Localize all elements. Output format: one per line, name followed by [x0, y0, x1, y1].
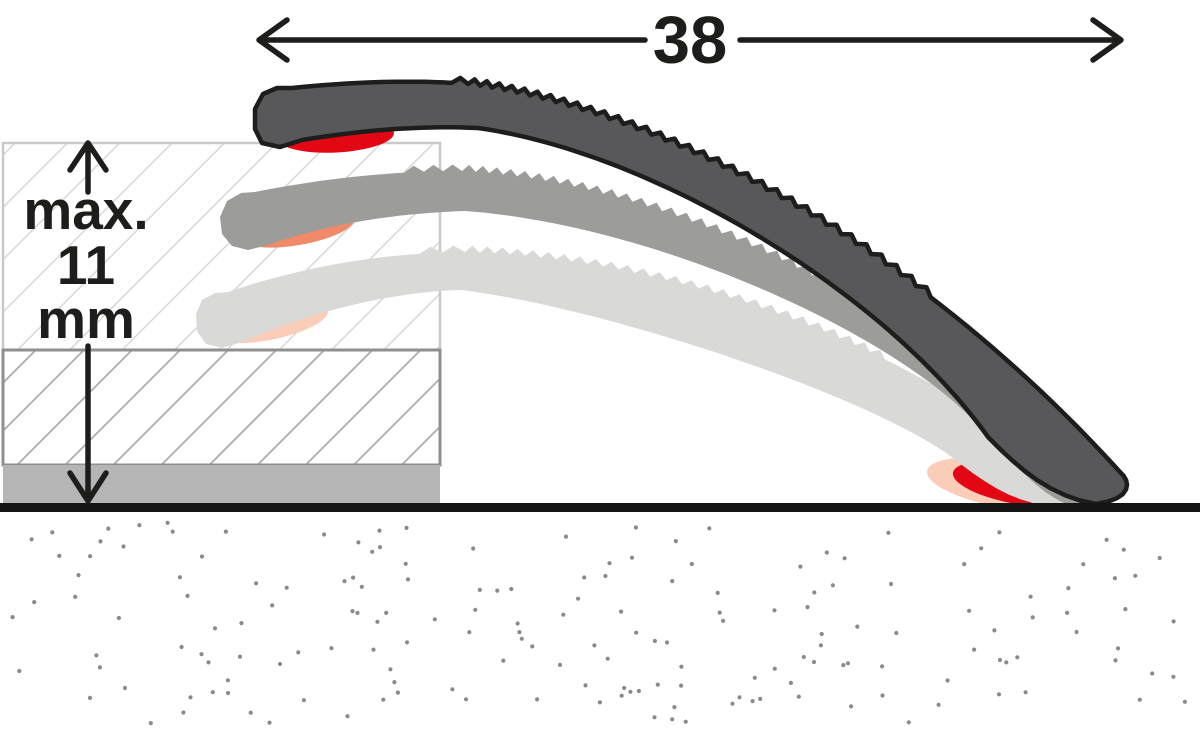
subfloor	[0, 503, 1200, 726]
arrowhead-down-icon	[67, 470, 109, 504]
profile-mid-position	[220, 164, 1102, 504]
height-dimension-label-line3: mm	[37, 288, 135, 350]
profile-low-position	[196, 245, 1084, 506]
width-dimension-label: 38	[653, 3, 728, 78]
floor-covering-lower-hatch	[1, 348, 442, 467]
width-dimension: 38	[256, 3, 1124, 78]
arrowhead-left-icon	[256, 17, 290, 63]
height-dimension: max. 11 mm	[23, 140, 149, 504]
dimension-annotations: 38 max. 11 mm	[23, 3, 1124, 504]
height-dimension-label-line2: 11	[57, 234, 115, 296]
arrowhead-right-icon	[1090, 17, 1124, 63]
profile-high-position	[252, 75, 1130, 507]
subfloor-ground-line	[0, 503, 1200, 512]
profile-positions	[196, 75, 1130, 511]
subfloor-stipple	[10, 520, 1187, 726]
arrowhead-up-icon	[67, 140, 109, 173]
